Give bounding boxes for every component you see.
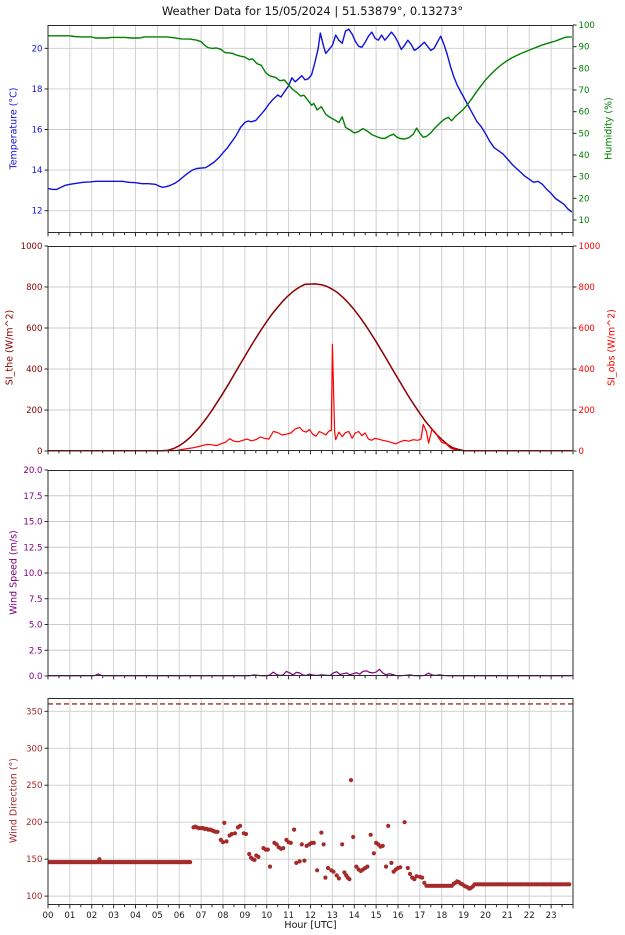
svg-text:600: 600 [26,324,42,334]
tick-marks [44,710,574,909]
svg-text:19: 19 [458,911,469,921]
svg-text:0.0: 0.0 [29,672,43,682]
svg-text:100: 100 [26,892,42,902]
svg-text:13: 13 [327,911,338,921]
svg-text:300: 300 [26,744,42,754]
svg-text:20: 20 [32,44,43,54]
svg-text:20: 20 [579,194,590,204]
svg-text:10: 10 [579,216,590,226]
svg-text:16: 16 [32,126,43,136]
svg-text:0: 0 [37,447,42,457]
svg-text:17.5: 17.5 [23,492,42,502]
svg-text:08: 08 [218,911,229,921]
x-axis-tick-labels: 00 01 02 03 04 05 06 07 08 09 10 11 12 13 14 15 16 17 18 19… [43,911,557,921]
si-theoretical-line [47,283,573,452]
svg-text:800: 800 [26,283,42,293]
svg-text:10.0: 10.0 [23,569,42,579]
subplot-temperature-humidity: 12 14 16 18 20 10 20 30 40 50 60 70 80 90 100 [32,21,595,237]
subplot-wind-speed: 0.0 2.5 5.0 7.5 10.0 12.5 15.0 17.5 20.0 [23,466,574,682]
x-axis-label: Hour [UTC] [284,920,337,931]
svg-text:150: 150 [26,855,42,865]
gridlines [48,470,573,676]
svg-text:0: 0 [579,447,584,457]
humidity-axis-label: Humidity (%) [603,97,615,160]
svg-text:00: 00 [43,911,54,921]
svg-text:15.0: 15.0 [23,518,42,528]
svg-text:06: 06 [174,911,185,921]
svg-text:15: 15 [371,911,382,921]
svg-text:09: 09 [239,911,250,921]
svg-text:600: 600 [579,324,595,334]
tick-marks [44,469,574,680]
svg-text:22: 22 [524,911,535,921]
svg-text:12.5: 12.5 [23,543,42,553]
svg-text:03: 03 [108,911,119,921]
svg-text:200: 200 [26,818,42,828]
svg-text:2.5: 2.5 [29,646,43,656]
svg-text:800: 800 [579,283,595,293]
tick-marks [44,245,577,455]
svg-text:07: 07 [196,911,207,921]
svg-text:400: 400 [579,365,595,375]
svg-text:50: 50 [579,129,590,139]
figure-title: Weather Data for 15/05/2024 | 51.53879°,… [161,4,464,18]
svg-text:40: 40 [579,151,590,161]
svg-text:02: 02 [86,911,97,921]
wind-direction-series [47,703,573,891]
svg-text:05: 05 [152,911,163,921]
svg-text:400: 400 [26,365,42,375]
svg-text:1000: 1000 [579,242,601,252]
svg-text:80: 80 [579,64,590,74]
svg-text:70: 70 [579,86,590,96]
si-theoretical-axis-label: SI_the (W/m^2) [4,309,16,386]
svg-text:90: 90 [579,43,590,53]
gridlines [48,698,573,905]
svg-text:21: 21 [502,911,513,921]
temperature-axis-label: Temperature (°C) [8,87,20,170]
subplot-wind-direction: 100 150 200 250 300 350 [26,698,574,909]
svg-text:17: 17 [414,911,425,921]
svg-text:20: 20 [480,911,491,921]
temperature-line [47,28,572,213]
solar-irradiance-series [47,283,573,452]
svg-text:12: 12 [305,911,316,921]
svg-text:60: 60 [579,108,590,118]
svg-text:1000: 1000 [21,242,43,252]
svg-text:7.5: 7.5 [29,595,43,605]
svg-text:5.0: 5.0 [29,621,43,631]
si-observed-line [47,343,572,452]
svg-text:18: 18 [436,911,447,921]
svg-text:16: 16 [393,911,404,921]
svg-text:100: 100 [579,21,595,31]
svg-text:30: 30 [579,173,590,183]
svg-text:14: 14 [349,911,360,921]
svg-text:200: 200 [579,406,595,416]
wind-direction-axis-label: Wind Direction (°) [8,758,20,843]
svg-text:23: 23 [546,911,557,921]
svg-text:04: 04 [130,911,141,921]
si-observed-axis-label: SI_obs (W/m^2) [606,309,618,386]
humidity-line [47,35,572,140]
temperature-humidity-series [47,28,572,213]
svg-text:18: 18 [32,85,43,95]
tick-marks [44,24,577,237]
svg-text:11: 11 [283,911,294,921]
svg-text:200: 200 [26,406,42,416]
subplot-solar-irradiance: 0 200 400 600 800 1000 0 200 400 600 800 1000 [21,242,601,457]
svg-text:12: 12 [32,207,43,217]
wind-direction-scatter [47,778,572,891]
gridlines [48,25,573,233]
svg-text:250: 250 [26,781,42,791]
svg-text:14: 14 [32,166,43,176]
svg-text:20.0: 20.0 [23,466,42,476]
svg-text:10: 10 [261,911,272,921]
svg-text:350: 350 [26,707,42,717]
wind-speed-axis-label: Wind Speed (m/s) [8,530,20,615]
svg-text:01: 01 [64,911,75,921]
gridlines [48,246,573,451]
